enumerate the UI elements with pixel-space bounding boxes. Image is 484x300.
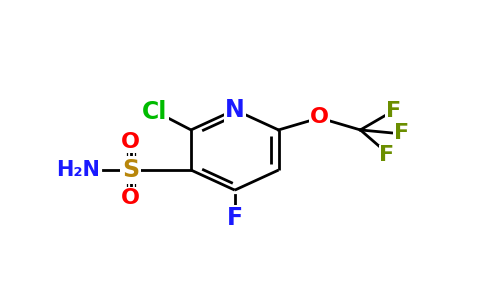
Text: H₂N: H₂N [56,160,100,180]
Text: S: S [122,158,139,182]
Text: O: O [121,132,140,152]
Text: F: F [227,206,243,230]
Text: O: O [310,106,329,127]
Text: Cl: Cl [142,100,167,124]
Text: F: F [393,123,409,143]
Text: F: F [379,145,394,165]
Text: F: F [386,100,401,121]
Text: N: N [225,98,244,122]
Text: O: O [121,188,140,208]
